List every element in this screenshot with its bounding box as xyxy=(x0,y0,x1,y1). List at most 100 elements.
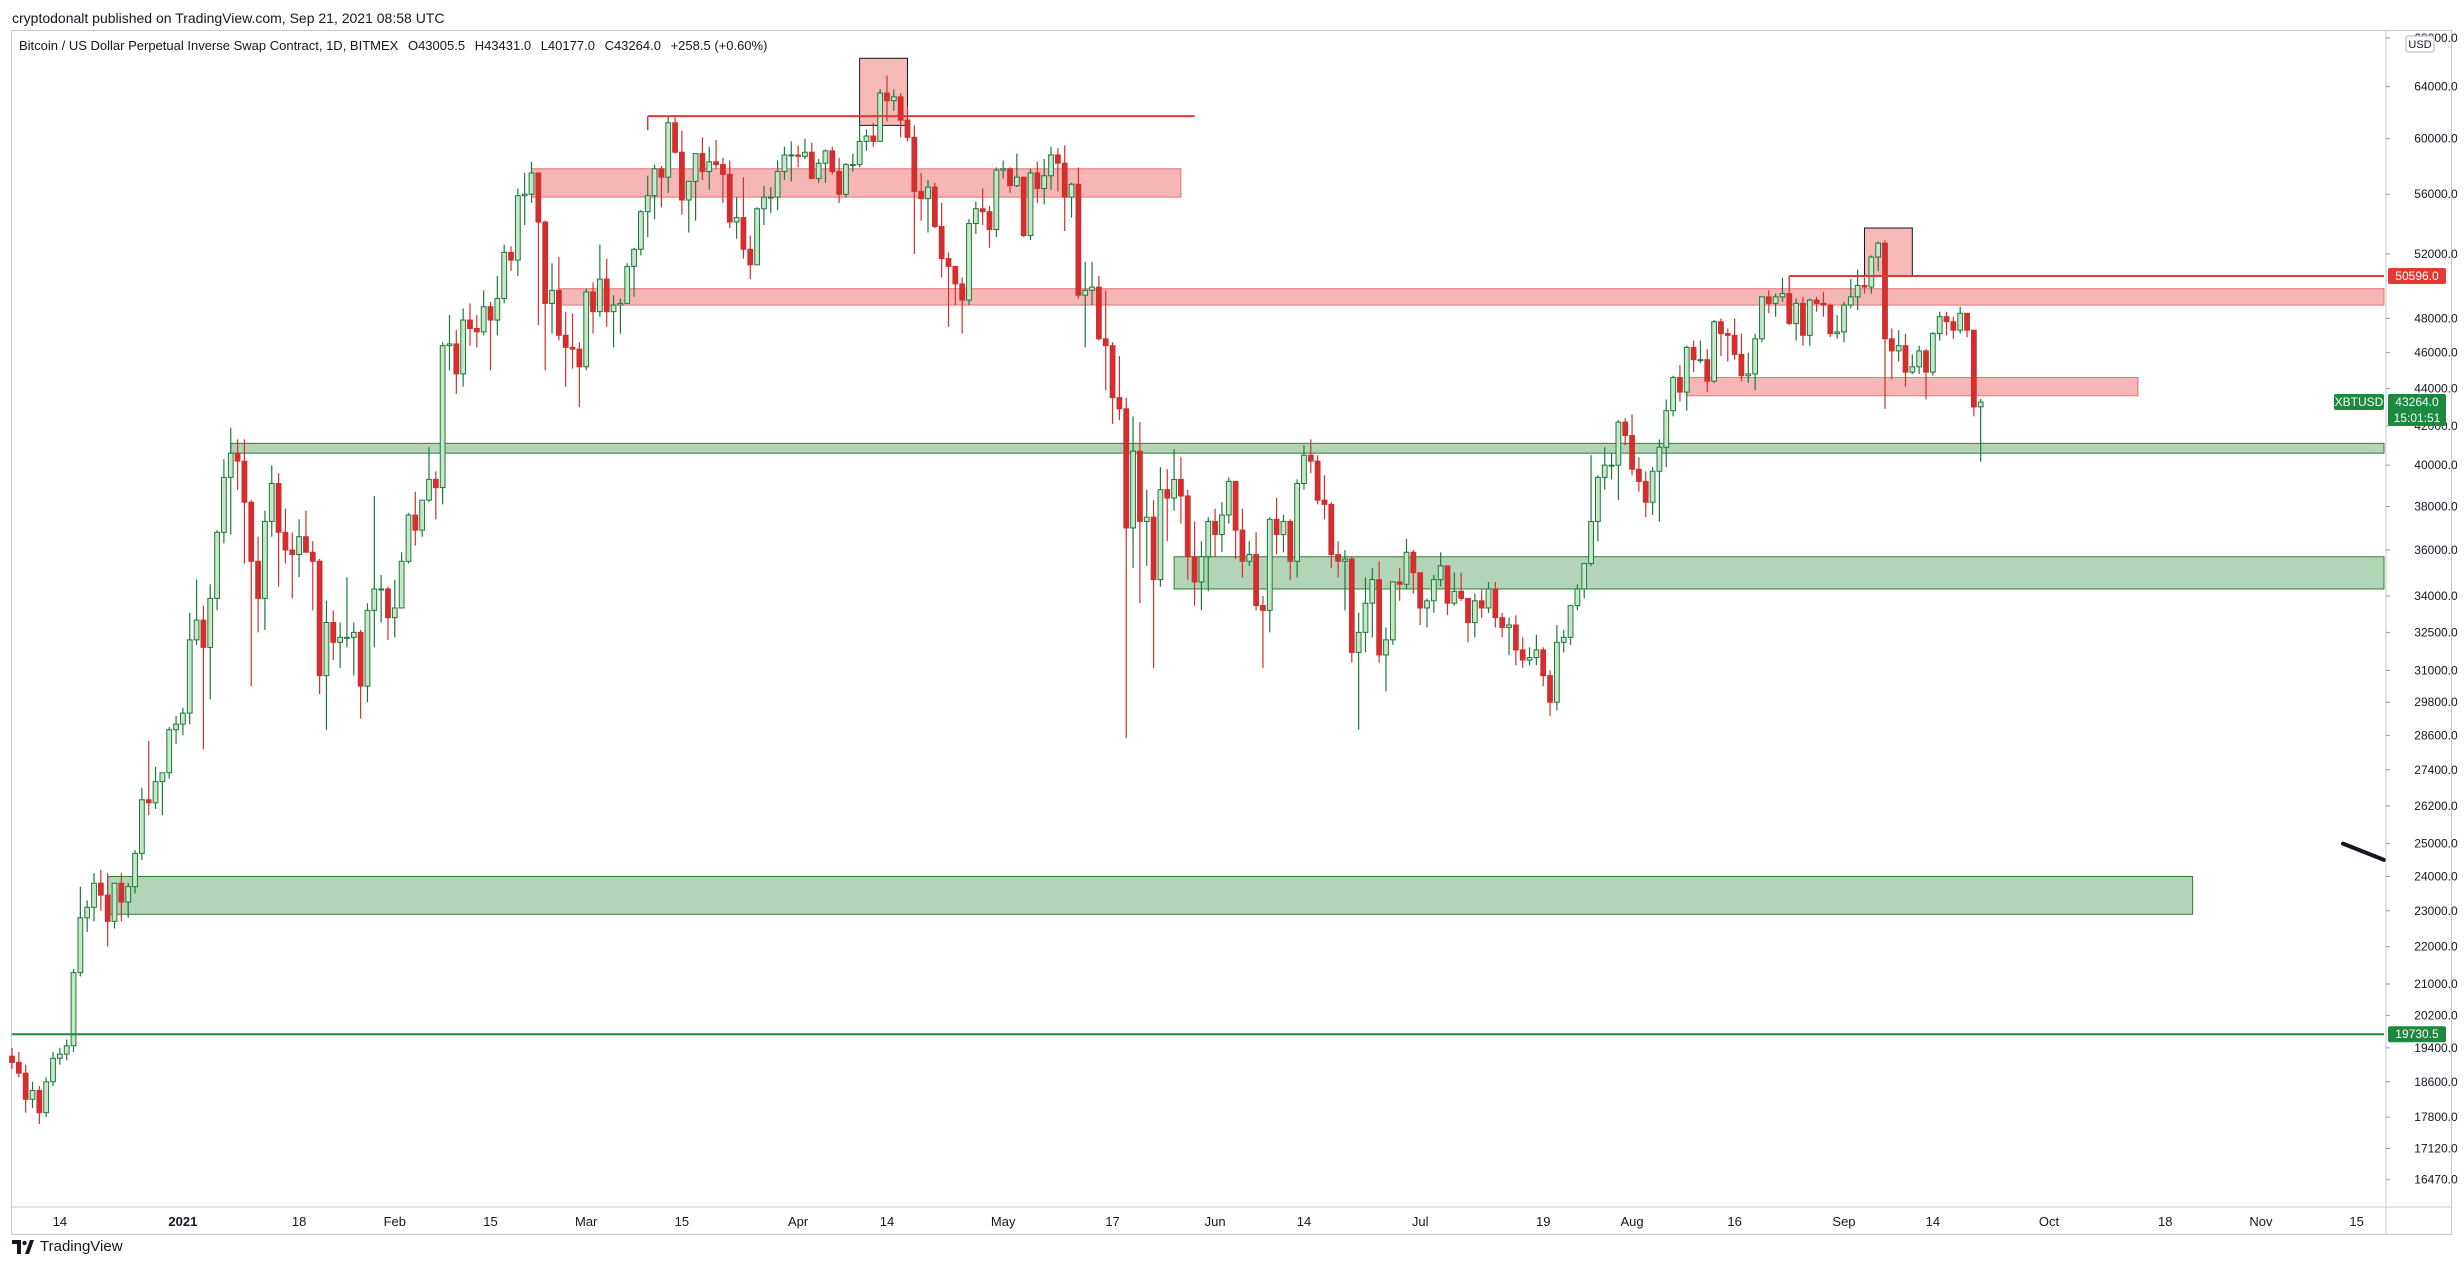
candle xyxy=(1718,318,1724,357)
candle-body xyxy=(1649,470,1656,503)
candle-body xyxy=(699,153,706,173)
candle-body xyxy=(1560,636,1567,643)
footer-brand[interactable]: TradingView xyxy=(40,1238,123,1255)
candle-body xyxy=(1827,304,1834,335)
candle-body xyxy=(590,291,596,313)
candle xyxy=(22,1064,29,1113)
candle xyxy=(747,235,754,280)
candle xyxy=(405,512,412,564)
candle-body xyxy=(774,171,781,198)
candle xyxy=(1506,617,1512,655)
candle xyxy=(1068,182,1075,218)
candle-body xyxy=(890,96,897,102)
y-tick-label: 25000.0 xyxy=(2414,837,2458,851)
x-tick-label: Aug xyxy=(1620,1214,1643,1229)
x-tick-label: Apr xyxy=(788,1214,809,1229)
candle xyxy=(1191,521,1198,606)
candle-body xyxy=(1800,302,1806,336)
candle-body xyxy=(631,248,637,267)
candle-body xyxy=(1294,483,1301,562)
candle-body xyxy=(904,119,911,138)
candle-body xyxy=(132,852,138,888)
candle xyxy=(1424,598,1430,628)
candle xyxy=(1724,328,1731,362)
candle-body xyxy=(959,283,966,301)
y-tick-label: 19400.0 xyxy=(2414,1041,2458,1055)
candle-body xyxy=(1841,304,1847,333)
candle xyxy=(562,311,569,387)
candle xyxy=(1847,279,1854,309)
candle-body xyxy=(1232,480,1239,531)
candle-body xyxy=(1608,464,1615,467)
zones-layer xyxy=(107,57,2385,915)
candle-body xyxy=(1813,299,1820,304)
candle-body xyxy=(1629,435,1635,470)
candle xyxy=(221,459,227,544)
tradingview-logo-icon[interactable] xyxy=(12,1239,34,1254)
candle xyxy=(1690,340,1697,373)
candle xyxy=(1594,475,1601,542)
candle xyxy=(1403,538,1410,589)
candle-body xyxy=(1137,450,1143,522)
candle-body xyxy=(1246,554,1253,562)
candle-body xyxy=(241,460,248,503)
currency-badge xyxy=(2405,35,2435,53)
candle xyxy=(1260,596,1266,668)
candle-body xyxy=(583,291,590,368)
candle-body xyxy=(378,588,385,591)
candle xyxy=(925,179,931,233)
candle xyxy=(699,137,706,180)
candle xyxy=(1198,541,1205,611)
candle xyxy=(1355,612,1362,730)
candle xyxy=(1225,477,1232,524)
currency-label: USD xyxy=(2408,39,2431,51)
candle-body xyxy=(1444,565,1451,604)
candle-body xyxy=(1335,554,1342,562)
candle-body xyxy=(1424,600,1430,609)
candle xyxy=(1013,153,1020,188)
candle-body xyxy=(1868,256,1875,288)
candle xyxy=(1663,399,1670,468)
candle-body xyxy=(426,478,432,501)
candle-body xyxy=(1184,495,1191,558)
candle xyxy=(1875,241,1882,272)
candle xyxy=(173,715,179,744)
candle xyxy=(1567,605,1574,645)
candle xyxy=(549,263,555,334)
candle-body xyxy=(1109,345,1116,399)
candle-body xyxy=(1321,499,1328,505)
candle xyxy=(1383,627,1389,692)
candle-body xyxy=(877,92,884,142)
candle-body xyxy=(1205,520,1212,558)
candle-body xyxy=(1677,377,1683,393)
candle-body xyxy=(1396,581,1403,585)
candle xyxy=(1458,572,1465,601)
y-tick-label: 60000.0 xyxy=(2414,132,2458,146)
candle-body xyxy=(651,168,658,197)
candle xyxy=(583,288,590,371)
candle xyxy=(726,160,733,229)
candle xyxy=(1465,597,1471,643)
candle xyxy=(1560,629,1567,653)
candle-body xyxy=(535,172,542,223)
candle xyxy=(398,552,405,609)
candle xyxy=(1888,328,1895,380)
candle xyxy=(207,584,214,700)
candle xyxy=(1882,240,1888,409)
candle-body xyxy=(1369,579,1376,604)
candle xyxy=(1205,517,1212,592)
candle-body xyxy=(1130,450,1136,529)
candle-body xyxy=(617,302,624,306)
candle xyxy=(1301,445,1307,490)
candle xyxy=(1923,349,1929,400)
candle-body xyxy=(1752,338,1759,375)
x-tick-label: Jun xyxy=(1205,1214,1226,1229)
candle-body xyxy=(1095,286,1102,340)
candle xyxy=(234,439,241,490)
candle-body xyxy=(1239,529,1246,562)
price-label-bg xyxy=(2388,267,2446,284)
candle-body xyxy=(1697,359,1704,362)
candle xyxy=(672,117,678,154)
candle xyxy=(603,258,610,327)
